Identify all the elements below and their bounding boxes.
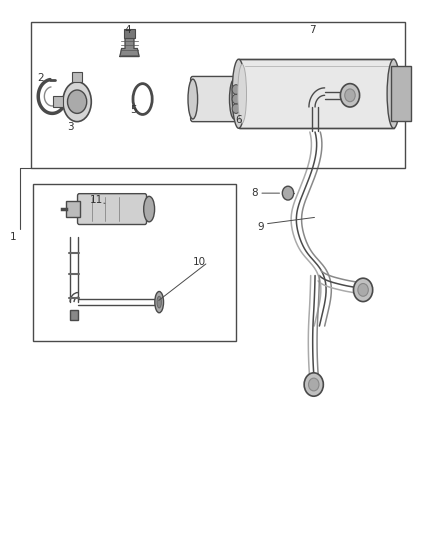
Ellipse shape <box>157 296 161 308</box>
Bar <box>66 201 80 217</box>
Circle shape <box>353 278 373 302</box>
Text: 1: 1 <box>10 232 16 243</box>
Circle shape <box>358 284 368 296</box>
Bar <box>33 184 237 341</box>
Circle shape <box>283 186 293 200</box>
Circle shape <box>340 84 360 107</box>
Circle shape <box>232 104 240 114</box>
Ellipse shape <box>63 82 91 122</box>
Bar <box>70 310 78 320</box>
Circle shape <box>67 90 87 114</box>
Circle shape <box>304 373 323 396</box>
Circle shape <box>345 89 355 102</box>
Ellipse shape <box>155 292 163 313</box>
Text: 8: 8 <box>251 188 258 198</box>
FancyBboxPatch shape <box>191 76 237 122</box>
Text: 10: 10 <box>193 257 206 267</box>
Bar <box>124 29 135 38</box>
Ellipse shape <box>238 64 247 123</box>
FancyBboxPatch shape <box>78 193 147 224</box>
Ellipse shape <box>230 79 239 119</box>
Circle shape <box>232 85 240 94</box>
Text: 3: 3 <box>67 122 74 132</box>
Bar <box>72 72 82 82</box>
Ellipse shape <box>232 59 245 128</box>
Bar <box>239 59 394 128</box>
Circle shape <box>308 378 319 391</box>
Bar <box>31 22 405 168</box>
Ellipse shape <box>144 196 155 222</box>
Polygon shape <box>120 38 139 56</box>
Text: 5: 5 <box>131 104 137 115</box>
Text: 6: 6 <box>235 115 242 125</box>
Text: 11: 11 <box>90 195 103 205</box>
Text: 4: 4 <box>124 25 131 35</box>
Ellipse shape <box>188 79 198 119</box>
Ellipse shape <box>387 59 400 128</box>
Circle shape <box>232 94 240 104</box>
Bar <box>392 66 411 122</box>
Bar <box>53 96 63 107</box>
Text: 9: 9 <box>257 222 264 232</box>
Text: 7: 7 <box>310 25 316 35</box>
Text: 2: 2 <box>38 73 44 83</box>
